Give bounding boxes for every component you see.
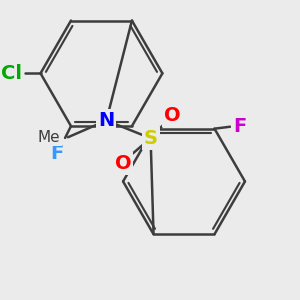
Text: O: O (115, 154, 131, 173)
Text: Me: Me (38, 130, 60, 145)
Text: F: F (233, 117, 247, 136)
Text: N: N (98, 111, 115, 130)
Text: F: F (51, 144, 64, 163)
Text: Cl: Cl (1, 64, 22, 83)
Text: O: O (164, 106, 181, 125)
Text: S: S (144, 129, 158, 148)
